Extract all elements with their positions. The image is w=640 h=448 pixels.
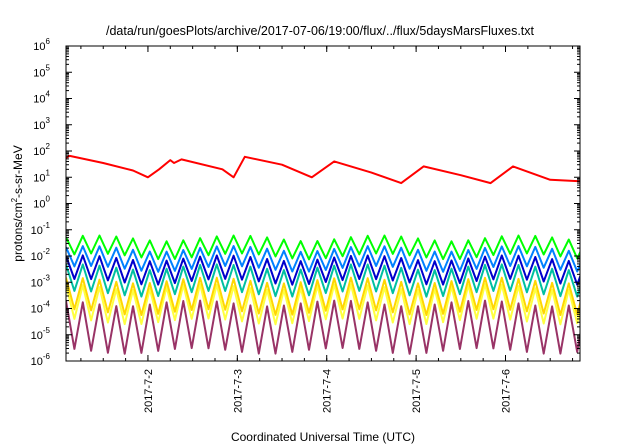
y-axis-label-sup: 2 <box>10 197 19 202</box>
y-axis: 10-6 10-5 10-4 10-3 10-2 10-1 100 101 102 103 104 1… <box>31 37 580 368</box>
y-tick-label: 10-4 <box>31 300 51 316</box>
y-axis-label-base: protons/cm <box>11 202 25 261</box>
x-axis-label: Coordinated Universal Time (UTC) <box>231 430 415 444</box>
y-tick-label: 103 <box>33 116 50 132</box>
series-line <box>66 254 580 286</box>
chart-title: /data/run/goesPlots/archive/2017-07-06/1… <box>106 24 535 38</box>
x-tick-label: 2017-7-3 <box>232 369 244 413</box>
y-tick-label: 100 <box>33 195 50 211</box>
series-line <box>66 263 580 298</box>
y-tick-label: 105 <box>33 63 50 79</box>
y-tick-label: 10-5 <box>31 326 51 342</box>
series-line <box>66 283 580 326</box>
y-tick-label: 10-3 <box>31 273 51 289</box>
y-tick-label: 10-2 <box>31 247 51 263</box>
y-tick-label: 104 <box>33 90 50 106</box>
series-lines <box>66 154 580 355</box>
y-tick-label: 106 <box>33 37 50 53</box>
series-line <box>66 245 580 273</box>
x-tick-label: 2017-7-2 <box>143 369 155 413</box>
y-tick-label: 102 <box>33 142 50 158</box>
y-axis-label: protons/cm2-s-sr-MeV <box>10 145 25 261</box>
x-tick-label: 2017-7-5 <box>411 369 423 413</box>
series-line <box>66 299 580 355</box>
y-tick-label: 10-1 <box>31 221 51 237</box>
y-tick-label: 101 <box>33 168 50 184</box>
x-tick-label: 2017-7-6 <box>501 369 513 413</box>
series-line <box>66 234 580 261</box>
x-axis: 2017-7-2 2017-7-3 2017-7-4 2017-7-5 2017-7-6 <box>80 46 574 413</box>
y-axis-label-rest: -s-sr-MeV <box>11 145 25 198</box>
y-tick-label: 10-6 <box>31 352 51 368</box>
x-tick-label: 2017-7-4 <box>322 369 334 413</box>
series-line <box>66 154 580 185</box>
series-line <box>66 276 580 316</box>
